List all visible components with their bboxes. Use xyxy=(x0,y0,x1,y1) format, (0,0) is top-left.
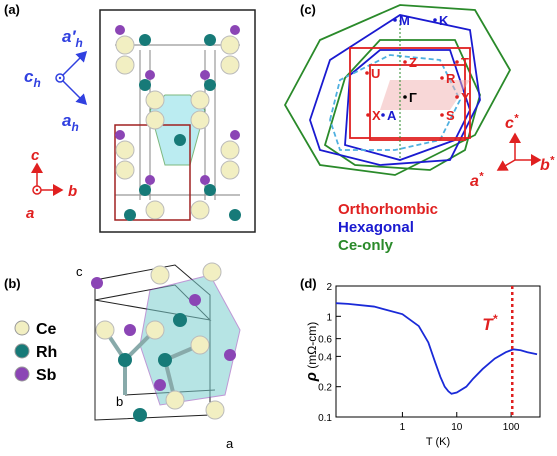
k-point-label: T xyxy=(461,55,469,70)
ortho-axis-label: b xyxy=(68,183,77,200)
k-point-label: Γ xyxy=(409,90,417,105)
k-point xyxy=(455,60,459,64)
axis-origin xyxy=(36,189,38,191)
recip-axis-label: b* xyxy=(540,155,555,174)
legend-swatch xyxy=(15,367,29,381)
legend-swatch xyxy=(15,344,29,358)
legend-swatch xyxy=(15,321,29,335)
x-tick-label: 1 xyxy=(400,422,406,433)
figure: (a)(b)(c)(d)a′hchahcbaCeRhSbcbaMKZTURΓYX… xyxy=(0,0,557,456)
k-point-label: Y xyxy=(461,90,470,105)
x-tick-label: 100 xyxy=(503,422,520,433)
k-point xyxy=(381,113,385,117)
k-point xyxy=(455,95,459,99)
hex-axis-label: ch xyxy=(24,67,41,90)
recip-axis-label-base: b xyxy=(540,157,550,174)
k-point xyxy=(440,113,444,117)
hex-axis-label-mod: h xyxy=(71,120,78,134)
legend-label: Orthorhombic xyxy=(338,201,438,218)
axis-arrow xyxy=(63,52,86,75)
k-point-label: R xyxy=(446,71,456,86)
k-point-label: K xyxy=(439,13,449,28)
k-point-label: A xyxy=(387,108,397,123)
panel-label: (b) xyxy=(4,276,21,291)
recip-axis-label-mod: * xyxy=(514,113,519,125)
panel-label: (c) xyxy=(300,2,316,17)
recip-axis-label: c* xyxy=(505,113,519,132)
k-point-label: Z xyxy=(409,55,417,70)
hex-axis-label-base: a xyxy=(62,111,71,130)
axis-label: c xyxy=(76,264,83,279)
recip-axis-label-mod: * xyxy=(479,171,484,183)
annotation-mod: * xyxy=(493,312,499,326)
k-point xyxy=(366,113,370,117)
x-axis-label: T (K) xyxy=(426,436,450,448)
axis-arrow xyxy=(498,160,515,170)
legend-label: Hexagonal xyxy=(338,219,414,236)
k-point-label: S xyxy=(446,108,455,123)
ortho-axis-label: a xyxy=(26,205,34,222)
crystal-a xyxy=(100,10,255,232)
legend-label: Sb xyxy=(36,367,57,384)
data-line xyxy=(336,303,537,394)
legend-label: Ce xyxy=(36,321,57,338)
k-point xyxy=(433,18,437,22)
axis-arrow xyxy=(63,81,86,104)
hex-axis-label-mod: h xyxy=(33,76,40,90)
x-tick-label: 10 xyxy=(451,422,463,433)
hex-axis-label: ah xyxy=(62,111,79,134)
k-point xyxy=(403,60,407,64)
y-tick-label: 0.2 xyxy=(318,383,332,394)
k-point xyxy=(403,95,407,99)
y-tick-label: 1 xyxy=(326,312,332,323)
y-tick-label: 0.1 xyxy=(318,413,332,424)
k-point-label: M xyxy=(399,13,410,28)
k-point-label: X xyxy=(372,108,381,123)
annotation: T* xyxy=(482,312,498,334)
k-point-label: U xyxy=(371,66,380,81)
panel-label: (a) xyxy=(4,2,20,17)
recip-axis-label: a* xyxy=(470,171,484,190)
axis-label: a xyxy=(226,436,234,451)
ortho-axis-label: c xyxy=(31,147,40,164)
k-point xyxy=(440,76,444,80)
y-tick-label: 0.4 xyxy=(318,352,332,363)
y-tick-label: 0.6 xyxy=(318,335,332,346)
y-tick-label: 2 xyxy=(326,282,332,293)
y-axis-symbol: ρ xyxy=(303,372,320,382)
recip-axis-label-base: c xyxy=(505,115,514,132)
recip-axis-label-mod: * xyxy=(550,155,555,167)
k-point xyxy=(365,71,369,75)
axis-origin xyxy=(59,77,61,79)
hex-axis-label-mod: h xyxy=(76,36,83,50)
crystal-b xyxy=(91,263,240,422)
brillouin-zones xyxy=(285,5,510,175)
y-axis-label: ρ (mΩ-cm) xyxy=(303,322,320,382)
legend-label: Ce-only xyxy=(338,237,394,254)
recip-axis-label-base: a xyxy=(470,173,479,190)
panel-label: (d) xyxy=(300,276,317,291)
axis-label: b xyxy=(116,394,123,409)
hex-axis-label: a′h xyxy=(62,27,83,50)
legend-label: Rh xyxy=(36,344,57,361)
y-axis-unit: (mΩ-cm) xyxy=(305,322,319,372)
hex-axis-label-base: a′ xyxy=(62,27,76,46)
k-point xyxy=(393,18,397,22)
